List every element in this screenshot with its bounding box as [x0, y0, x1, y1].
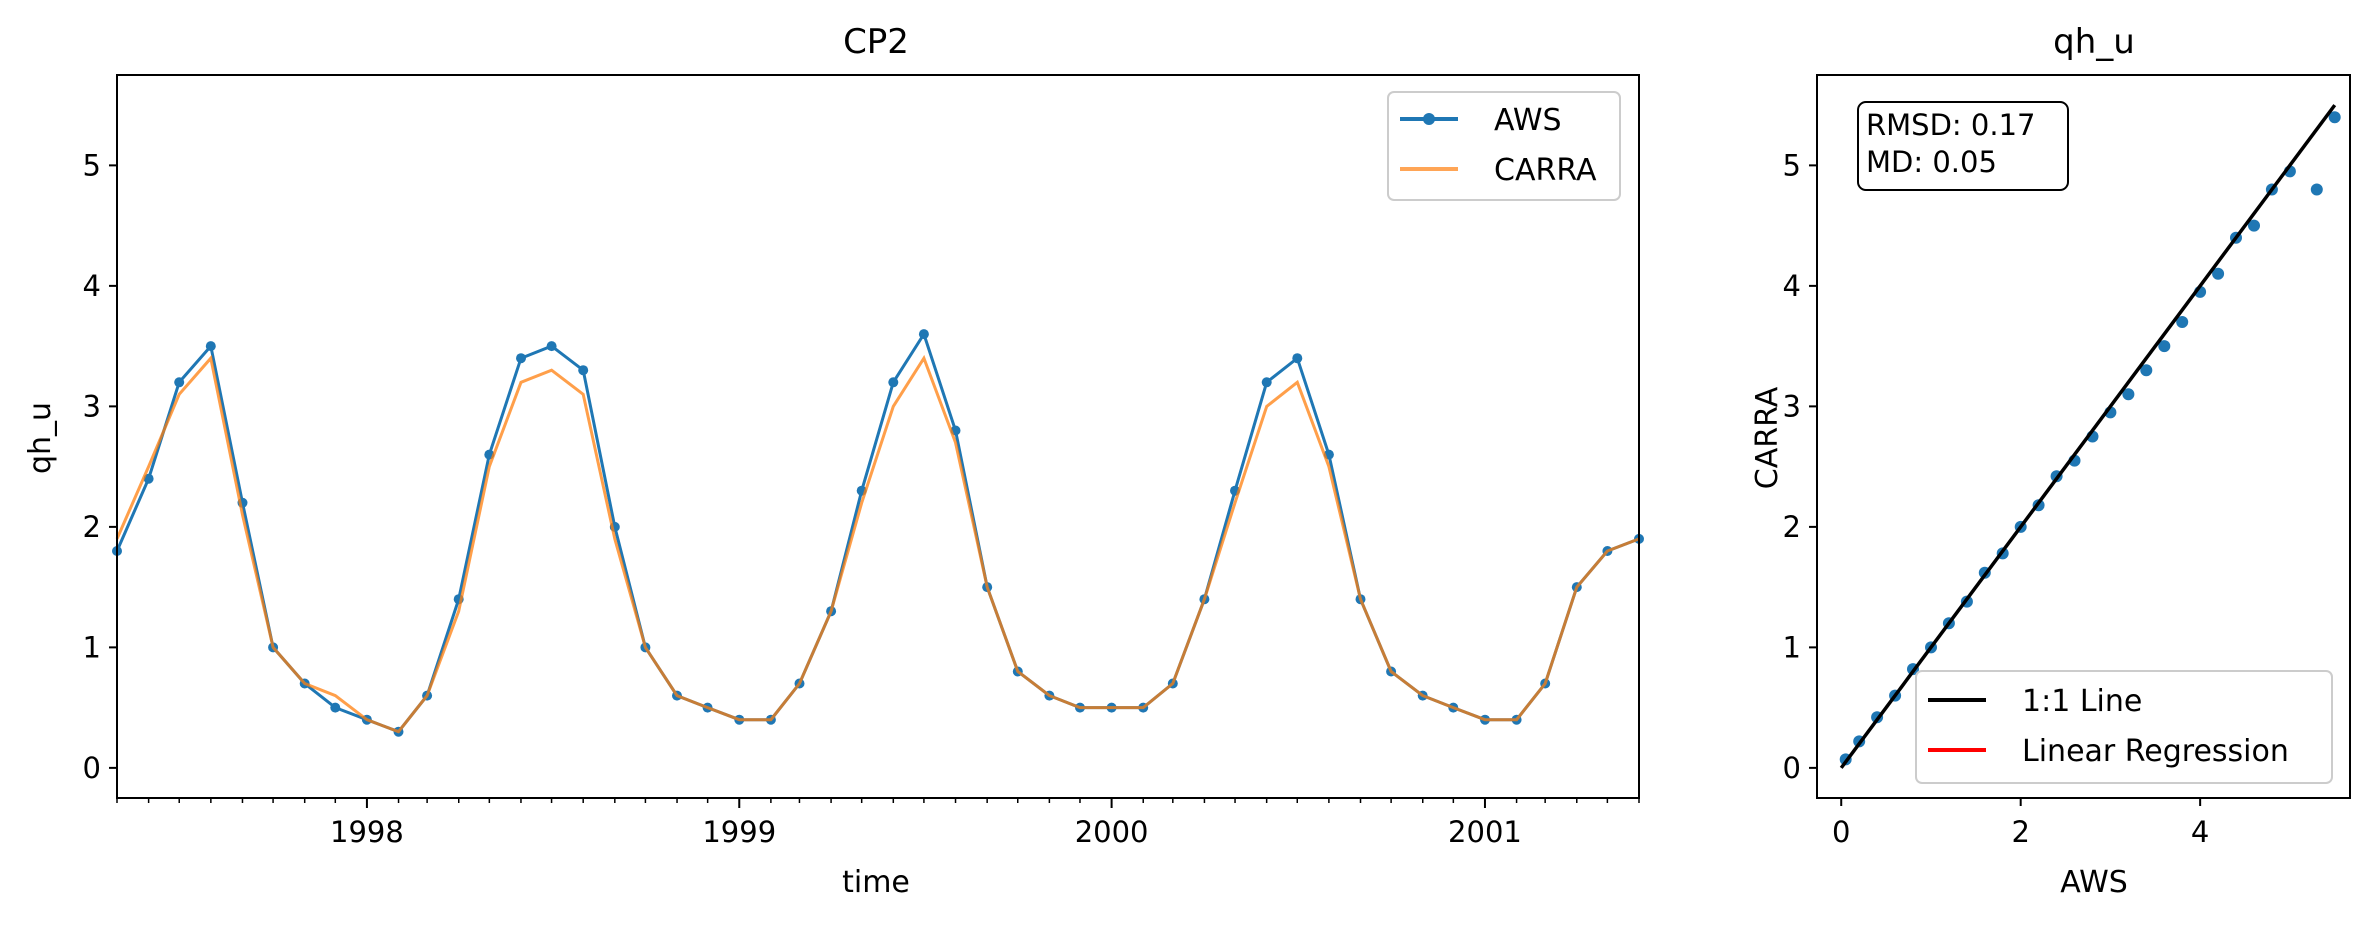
timeseries-axes-frame	[116, 74, 1640, 799]
scatter-xlabel: AWS	[2060, 865, 2128, 900]
scatter-legend: 1:1 Line Linear Regression	[1915, 670, 2333, 784]
scatter-point	[2310, 183, 2323, 196]
x-tick-label: 0	[1832, 815, 1850, 849]
aws-point	[918, 329, 929, 340]
y-tick-label: 2	[83, 510, 101, 544]
stats-box	[1857, 101, 2069, 191]
timeseries-xlabel: time	[842, 865, 910, 900]
y-tick-label: 4	[1783, 269, 1801, 303]
y-tick-label: 1	[83, 630, 101, 664]
scatter-point	[2248, 219, 2260, 232]
legend-carra-label: CARRA	[1494, 153, 1597, 188]
y-tick-label: 4	[83, 269, 101, 303]
y-tick-label: 5	[1783, 148, 1801, 182]
x-tick-label: 1998	[330, 815, 404, 849]
x-tick-label: 4	[2191, 815, 2209, 849]
rmsd-text: RMSD: 0.17	[1866, 108, 2035, 142]
x-tick-label: 1999	[702, 815, 776, 849]
series-line-aws	[115, 330, 1640, 734]
aws-point	[174, 377, 185, 388]
scatter-point	[2158, 340, 2171, 353]
y-tick-label: 0	[1783, 751, 1801, 785]
aws-point	[516, 353, 526, 364]
scatter-point	[2122, 388, 2135, 401]
y-tick-label: 2	[1783, 510, 1801, 544]
scatter-axes-frame	[1816, 74, 2351, 799]
one-to-one-line	[1839, 104, 2337, 769]
scatter-ylabel: CARRA	[1750, 386, 1785, 489]
y-tick-label: 5	[83, 148, 101, 182]
y-tick-label: 0	[83, 751, 101, 785]
aws-point	[578, 365, 589, 376]
scatter-point	[2328, 111, 2341, 124]
aws-point	[1261, 377, 1272, 388]
legend-regression-label: Linear Regression	[2022, 734, 2289, 769]
x-tick-label: 2000	[1075, 815, 1149, 849]
y-tick-label: 3	[83, 389, 101, 423]
scatter-legend-box	[1915, 670, 2333, 784]
scatter-point	[2212, 267, 2225, 280]
y-tick-label: 1	[1783, 630, 1801, 664]
stats-annotation: RMSD: 0.17 MD: 0.05	[1857, 101, 2069, 191]
series-line-carra	[115, 354, 1640, 734]
aws-point	[330, 702, 341, 713]
timeseries-legend: AWS CARRA	[1387, 91, 1621, 201]
timeseries-plot-area: 0 1 2 3 4 5 1998 1999 2000 2001	[83, 74, 1644, 849]
aws-point	[205, 341, 216, 352]
scatter-plot-area: 0 1 2 3 4 5 0 2 4	[1783, 74, 2351, 849]
aws-point	[1292, 353, 1303, 364]
scatter-title: qh_u	[2053, 22, 2135, 62]
legend-aws-label: AWS	[1494, 103, 1562, 138]
timeseries-ylabel: qh_u	[23, 402, 58, 474]
aws-point	[143, 473, 154, 484]
x-tick-label: 2	[2011, 815, 2029, 849]
legend-one-to-one-label: 1:1 Line	[2022, 684, 2142, 719]
timeseries-panel: CP2 0 1 2 3 4 5 1998 1999 2000 2001 qh_u time AWS…	[23, 22, 1644, 900]
scatter-point	[2176, 316, 2189, 328]
y-tick-label: 3	[1783, 389, 1801, 423]
aws-point	[888, 377, 899, 388]
md-text: MD: 0.05	[1866, 145, 1997, 179]
scatter-panel: qh_u 0 1 2 3 4 5 0 2 4 CARRA AWS RMSD: 0.17 MD: …	[1750, 22, 2351, 900]
timeseries-title: CP2	[843, 22, 909, 62]
x-tick-label: 2001	[1448, 815, 1522, 849]
scatter-point	[2140, 364, 2153, 377]
legend-aws-marker	[1423, 113, 1435, 125]
aws-point	[546, 341, 557, 352]
